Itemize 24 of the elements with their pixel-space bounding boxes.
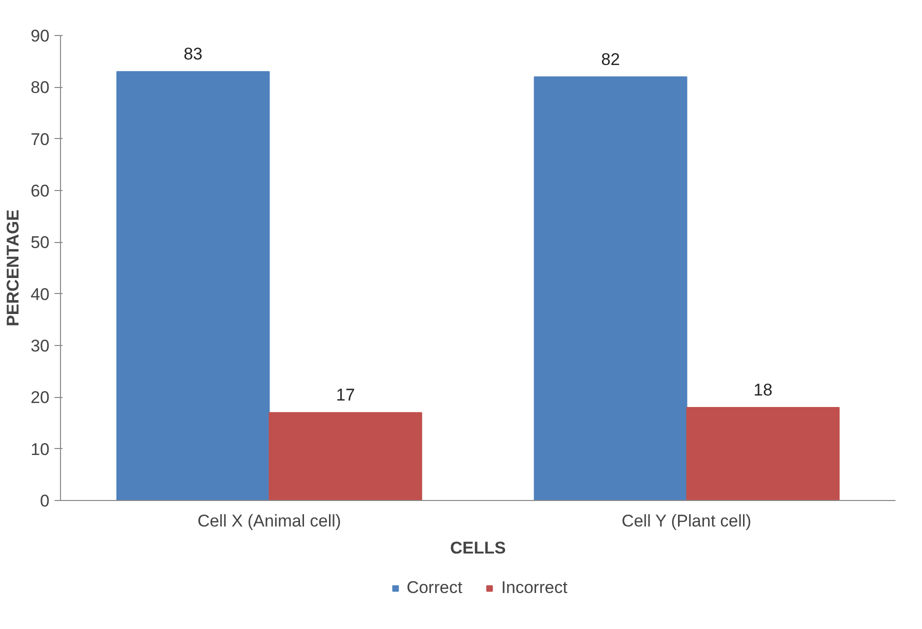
x-tick-label: Cell X (Animal cell) (197, 512, 342, 530)
legend-label: Correct (406, 578, 462, 598)
bar (116, 71, 270, 500)
legend-label: Incorrect (501, 578, 568, 598)
y-axis-title: PERCENTAGE (4, 210, 23, 326)
data-label: 18 (753, 380, 772, 400)
y-tick-label: 60 (30, 182, 50, 200)
y-tick-label: 40 (30, 284, 50, 304)
data-label: 17 (336, 386, 355, 405)
x-tick-label: Cell Y (Plant cell) (622, 512, 752, 530)
bar (686, 407, 840, 500)
y-tick-label: 30 (30, 336, 50, 356)
y-tick-label: 0 (40, 492, 50, 510)
y-tick-label: 20 (30, 388, 50, 408)
y-tick-label: 80 (30, 78, 50, 98)
y-tick-label: 50 (30, 233, 50, 252)
y-tick-label: 10 (30, 440, 50, 459)
bar (268, 412, 422, 500)
data-label: 83 (184, 44, 203, 64)
bar (534, 76, 688, 500)
data-label: 82 (601, 50, 620, 69)
x-axis-title: CELLS (450, 538, 506, 558)
y-tick-label: 90 (30, 26, 50, 46)
y-tick-label: 70 (30, 130, 50, 149)
